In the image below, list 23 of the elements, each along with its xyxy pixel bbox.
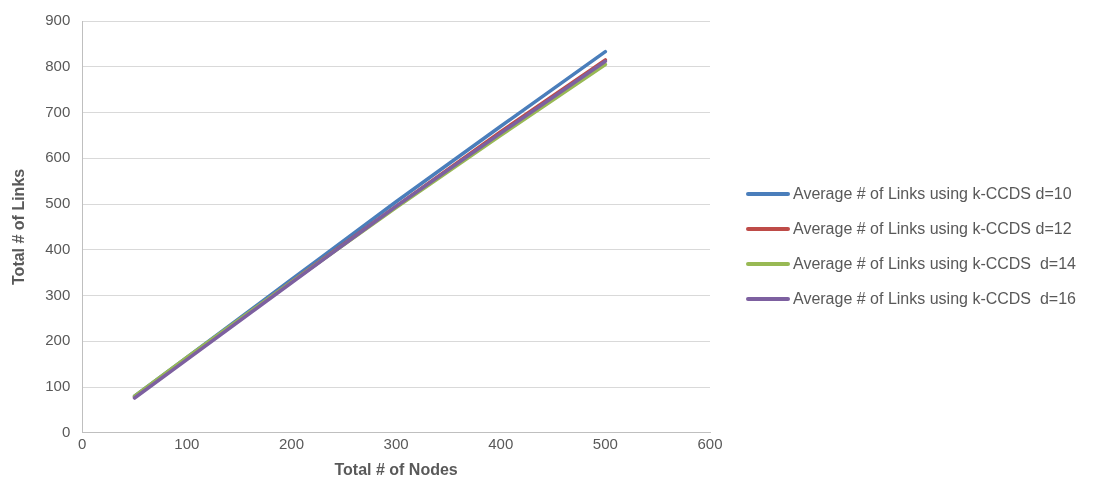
x-tick-label: 500 [592, 434, 618, 452]
x-tick-label: 100 [174, 434, 200, 452]
y-tick-label: 600 [45, 148, 71, 166]
x-tick-label: 0 [78, 434, 87, 452]
legend-label: Average # of Links using k-CCDS d=12 [793, 219, 1072, 238]
y-tick-label: 800 [45, 56, 71, 74]
legend-label: Average # of Links using k-CCDS d=14 [793, 254, 1076, 273]
y-tick-label: 0 [61, 422, 71, 440]
x-axis-title: Total # of Nodes [334, 460, 458, 478]
y-tick-label: 200 [45, 331, 71, 349]
y-tick-label: 400 [45, 239, 71, 257]
y-tick-label: 700 [45, 102, 71, 120]
legend-label: Average # of Links using k-CCDS d=10 [793, 184, 1072, 203]
x-tick-label: 400 [488, 434, 514, 452]
y-axis-title: Total # of Links [10, 168, 28, 285]
y-tick-label: 100 [45, 377, 71, 395]
x-tick-label: 600 [697, 434, 723, 452]
x-tick-label: 300 [383, 434, 409, 452]
y-tick-label: 900 [45, 11, 71, 29]
y-tick-label: 500 [45, 194, 71, 212]
legend-label: Average # of Links using k-CCDS d=16 [793, 289, 1076, 308]
y-tick-label: 300 [45, 285, 71, 303]
x-tick-label: 200 [278, 434, 304, 452]
